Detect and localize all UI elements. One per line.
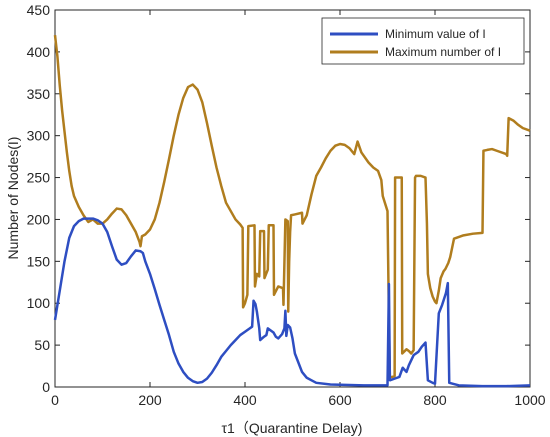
x-tick-label: 800 — [423, 392, 447, 408]
series-line-1 — [53, 34, 531, 379]
y-axis: 0 50 100 150 200 250 300 350 400 450 — [27, 2, 530, 395]
x-tick-label: 400 — [233, 392, 257, 408]
x-axis: 0 200 400 600 800 1000 — [51, 10, 546, 408]
y-axis-label: Number of Nodes(I) — [5, 137, 21, 260]
x-axis-label: τ1（Quarantine Delay) — [222, 420, 363, 436]
y-tick-label: 0 — [42, 379, 50, 395]
x-tick-label: 1000 — [514, 392, 545, 408]
y-tick-label: 100 — [27, 295, 51, 311]
y-tick-label: 200 — [27, 211, 51, 227]
x-tick-label: 200 — [138, 392, 162, 408]
y-tick-label: 150 — [27, 253, 51, 269]
y-tick-label: 250 — [27, 170, 51, 186]
legend-box — [321, 17, 525, 65]
series-line-0 — [53, 217, 531, 388]
y-tick-label: 450 — [27, 2, 51, 18]
x-tick-label: 0 — [51, 392, 59, 408]
x-tick-label: 600 — [328, 392, 352, 408]
legend: Minimum value of I Maximum number of I — [321, 17, 525, 65]
y-tick-label: 350 — [27, 86, 51, 102]
plot-area: 0 200 400 600 800 1000 0 50 100 150 200 250 300 350 4… — [27, 2, 546, 408]
y-tick-label: 400 — [27, 44, 51, 60]
legend-label-maximum: Maximum number of I — [385, 45, 501, 59]
series-lines — [53, 34, 531, 388]
y-tick-label: 50 — [34, 337, 50, 353]
y-tick-label: 300 — [27, 128, 51, 144]
legend-label-minimum: Minimum value of I — [385, 27, 486, 41]
plot-frame — [54, 9, 531, 388]
